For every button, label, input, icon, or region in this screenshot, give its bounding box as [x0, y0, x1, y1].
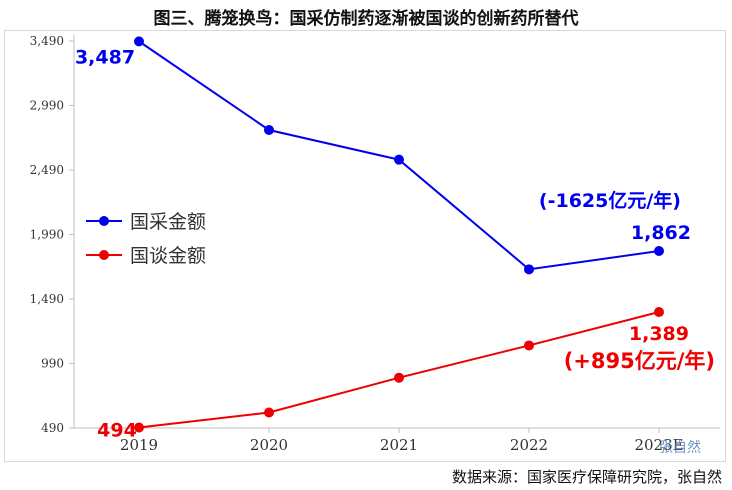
- data-point: [654, 307, 664, 318]
- y-tick-label: 990: [41, 357, 64, 371]
- chart-frame: [4, 30, 726, 462]
- x-tick-label: 2022: [510, 436, 548, 454]
- y-tick-label: 2,990: [30, 99, 64, 113]
- data-point: [264, 125, 274, 136]
- x-tick-label: 2020: [250, 436, 288, 454]
- data-label: 3,487: [75, 46, 135, 68]
- data-point: [134, 36, 144, 47]
- y-tick-label: 3,490: [30, 34, 64, 48]
- data-point: [264, 407, 274, 418]
- y-tick-label: 490: [41, 421, 64, 435]
- y-tick-label: 1,990: [30, 228, 64, 242]
- data-point: [654, 246, 664, 257]
- x-tick-label: 2023E: [634, 436, 683, 454]
- legend-label: 国谈金额: [130, 245, 206, 267]
- data-label: (-1625亿元/年): [539, 189, 681, 212]
- data-point: [524, 340, 534, 351]
- x-tick-label: 2019: [120, 436, 158, 454]
- data-point: [134, 422, 144, 433]
- x-tick-label: 2021: [380, 436, 418, 454]
- y-tick-label: 2,490: [30, 163, 64, 177]
- legend-marker: [99, 216, 109, 226]
- data-label: 1,862: [631, 222, 691, 244]
- data-label: (+895亿元/年): [564, 349, 715, 373]
- legend-label: 国采金额: [130, 211, 206, 233]
- watermark: 张自然: [659, 439, 701, 456]
- data-point: [394, 154, 404, 165]
- y-tick-label: 1,490: [30, 292, 64, 306]
- source-note: 数据来源：国家医疗保障研究院，张自然: [451, 468, 722, 486]
- data-point: [394, 372, 404, 383]
- data-point: [524, 264, 534, 275]
- legend-marker: [99, 250, 109, 260]
- data-label: 1,389: [629, 323, 689, 345]
- data-label: 494: [97, 419, 137, 441]
- chart-title: 图三、腾笼换鸟：国采仿制药逐渐被国谈的创新药所替代: [153, 9, 579, 29]
